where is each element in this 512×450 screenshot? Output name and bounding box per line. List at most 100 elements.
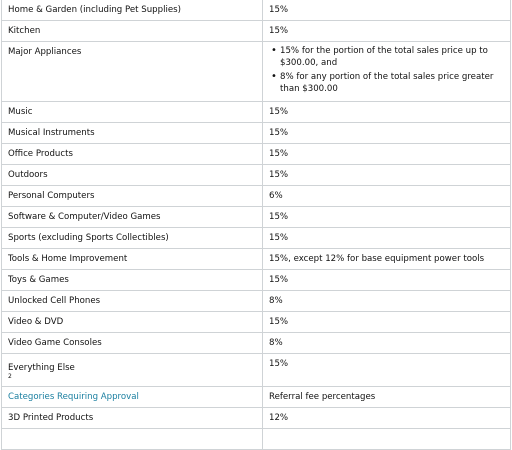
category-label: Outdoors: [8, 170, 48, 180]
category-label: Tools & Home Improvement: [8, 254, 128, 264]
category-cell: Major Appliances: [1, 41, 263, 102]
fee-value: 8%: [269, 296, 283, 306]
category-cell: Tools & Home Improvement: [1, 248, 263, 270]
category-cell: Outdoors: [1, 164, 263, 186]
category-cell: Video & DVD: [1, 311, 263, 333]
table-row: Everything Else 2 15%: [1, 353, 511, 387]
table-row: [1, 428, 511, 450]
fee-cell: 15%: [262, 227, 511, 249]
category-label: Major Appliances: [8, 47, 82, 57]
category-label: [8, 429, 256, 433]
fee-cell: 6%: [262, 185, 511, 207]
category-cell: Musical Instruments: [1, 122, 263, 144]
fee-value: Referral fee percentages: [269, 392, 376, 402]
category-label: Everything Else 2: [8, 354, 256, 386]
table-row: Home & Garden (including Pet Supplies) 1…: [1, 0, 511, 21]
fee-cell: 8%: [262, 332, 511, 354]
table-row: Music 15%: [1, 101, 511, 123]
fee-cell: 15%: [262, 0, 511, 21]
fee-cell: 15%: [262, 311, 511, 333]
category-label: Office Products: [8, 149, 73, 159]
fee-cell: 12%: [262, 407, 511, 429]
fee-value: 15%: [269, 212, 289, 222]
fee-value: 15%: [269, 5, 289, 15]
category-cell: 3D Printed Products: [1, 407, 263, 429]
category-label: Home & Garden (including Pet Supplies): [8, 5, 181, 15]
category-label: Personal Computers: [8, 191, 95, 201]
fee-cell: Referral fee percentages: [262, 386, 511, 408]
category-cell: Music: [1, 101, 263, 123]
table-row: Video Game Consoles 8%: [1, 332, 511, 354]
category-cell: [1, 428, 263, 450]
fee-value: 8%: [269, 338, 283, 348]
category-label: Music: [8, 107, 33, 117]
fee-value: 15%: [269, 128, 289, 138]
table-row: Outdoors 15%: [1, 164, 511, 186]
category-cell: Software & Computer/Video Games: [1, 206, 263, 228]
table-row: Tools & Home Improvement 15%, except 12%…: [1, 248, 511, 270]
fee-cell: 15%: [262, 101, 511, 123]
category-cell: Video Game Consoles: [1, 332, 263, 354]
category-label: Musical Instruments: [8, 128, 95, 138]
category-cell: Sports (excluding Sports Collectibles): [1, 227, 263, 249]
table-row: Software & Computer/Video Games 15%: [1, 206, 511, 228]
fee-cell: 15%: [262, 269, 511, 291]
fee-value: 15%: [269, 149, 289, 159]
category-cell: Categories Requiring Approval: [1, 386, 263, 408]
table-row: Office Products 15%: [1, 143, 511, 165]
category-cell: Unlocked Cell Phones: [1, 290, 263, 312]
category-cell: Kitchen: [1, 20, 263, 42]
fee-bullet-list: 15% for the portion of the total sales p…: [269, 42, 504, 95]
fee-value: 15%: [269, 275, 289, 285]
table-row: Personal Computers 6%: [1, 185, 511, 207]
fee-cell: 15%: [262, 20, 511, 42]
table-row: Video & DVD 15%: [1, 311, 511, 333]
fee-value: 15%: [269, 233, 289, 243]
category-label: Video Game Consoles: [8, 338, 102, 348]
fee-cell: 15%: [262, 122, 511, 144]
fee-value: 15%, except 12% for base equipment power…: [269, 254, 485, 264]
fee-cell: 15% for the portion of the total sales p…: [262, 41, 511, 102]
table-row: Kitchen 15%: [1, 20, 511, 42]
category-label: Kitchen: [8, 26, 41, 36]
category-cell: Toys & Games: [1, 269, 263, 291]
category-label: Sports (excluding Sports Collectibles): [8, 233, 169, 243]
table-row: 3D Printed Products 12%: [1, 407, 511, 429]
table-row: Major Appliances 15% for the portion of …: [1, 41, 511, 102]
fee-cell: 15%: [262, 206, 511, 228]
category-cell: Office Products: [1, 143, 263, 165]
category-label: Software & Computer/Video Games: [8, 212, 161, 222]
fee-cell: 8%: [262, 290, 511, 312]
fee-cell: 15%: [262, 353, 511, 387]
fee-value: 6%: [269, 191, 283, 201]
category-cell: Personal Computers: [1, 185, 263, 207]
fee-cell: [262, 428, 511, 450]
fee-value: 15%: [269, 359, 289, 369]
table-row: Categories Requiring Approval Referral f…: [1, 386, 511, 408]
category-text: Everything Else: [8, 363, 75, 373]
fee-cell: 15%: [262, 143, 511, 165]
fee-bullet-item: 15% for the portion of the total sales p…: [269, 45, 504, 69]
fee-value: 12%: [269, 413, 289, 423]
category-label: 3D Printed Products: [8, 413, 94, 423]
fee-value: 15%: [269, 317, 289, 327]
fee-cell: 15%, except 12% for base equipment power…: [262, 248, 511, 270]
fee-value: [269, 429, 504, 433]
category-label: Toys & Games: [8, 275, 69, 285]
categories-requiring-approval-link[interactable]: Categories Requiring Approval: [8, 392, 139, 402]
footnote-marker: 2: [8, 373, 12, 381]
fee-cell: 15%: [262, 164, 511, 186]
fee-value: 15%: [269, 170, 289, 180]
table-row: Toys & Games 15%: [1, 269, 511, 291]
fee-value: 15%: [269, 26, 289, 36]
category-label: Video & DVD: [8, 317, 64, 327]
table-row: Sports (excluding Sports Collectibles) 1…: [1, 227, 511, 249]
fee-bullet-item: 8% for any portion of the total sales pr…: [269, 71, 504, 95]
category-cell: Home & Garden (including Pet Supplies): [1, 0, 263, 21]
table-row: Unlocked Cell Phones 8%: [1, 290, 511, 312]
fee-value: 15%: [269, 107, 289, 117]
category-cell: Everything Else 2: [1, 353, 263, 387]
category-label: Unlocked Cell Phones: [8, 296, 101, 306]
table-row: Musical Instruments 15%: [1, 122, 511, 144]
